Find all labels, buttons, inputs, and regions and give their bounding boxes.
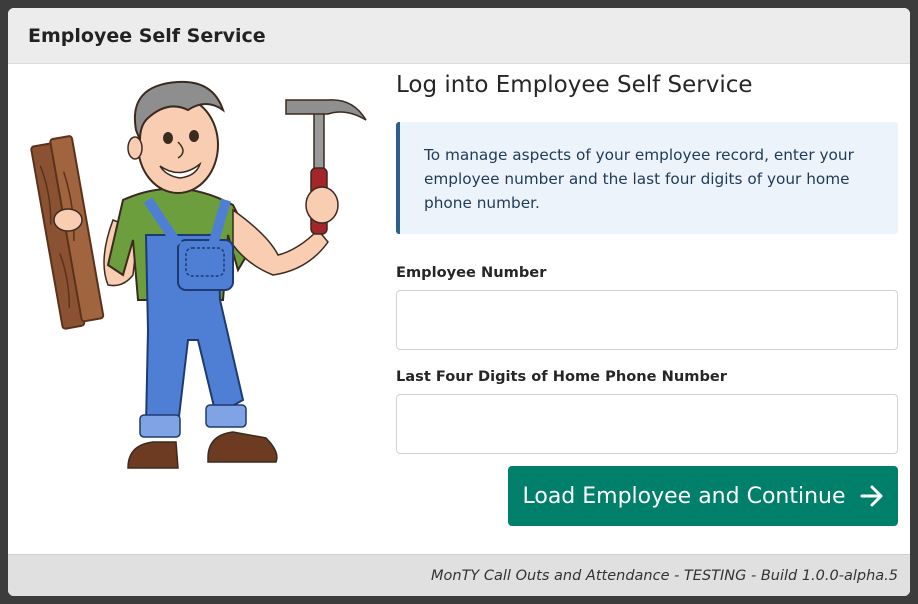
app-header: Employee Self Service [8, 8, 910, 64]
employee-number-label: Employee Number [396, 264, 547, 281]
phone-digits-input[interactable] [396, 394, 898, 454]
build-info: MonTY Call Outs and Attendance - TESTING… [431, 568, 898, 584]
app-window: Employee Self Service [8, 8, 910, 596]
app-title: Employee Self Service [28, 25, 266, 47]
phone-digits-label: Last Four Digits of Home Phone Number [396, 368, 727, 385]
load-employee-button[interactable]: Load Employee and Continue [508, 466, 898, 526]
app-footer: MonTY Call Outs and Attendance - TESTING… [8, 554, 910, 596]
load-employee-button-label: Load Employee and Continue [522, 483, 846, 509]
handyman-illustration [30, 80, 367, 469]
wood-planks [30, 135, 105, 330]
page-title: Log into Employee Self Service [396, 72, 753, 98]
employee-number-input[interactable] [396, 290, 898, 350]
arrow-right-icon [860, 485, 883, 507]
info-alert: To manage aspects of your employee recor… [396, 122, 898, 234]
